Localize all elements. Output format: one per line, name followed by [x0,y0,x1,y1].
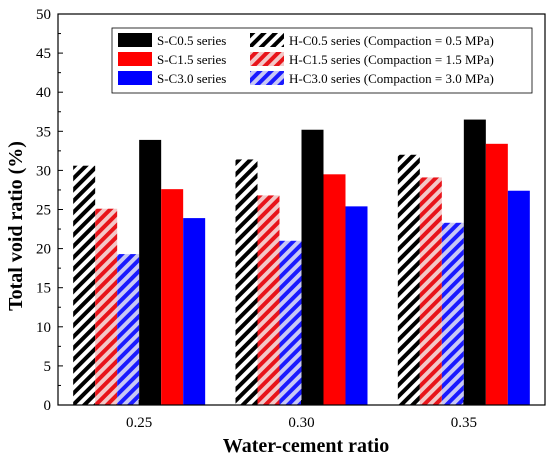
bar-4-0 [161,189,184,405]
legend-label-4: S-C1.5 series [157,52,226,67]
legend-swatch-1 [250,52,284,66]
y-tick-label-6: 30 [36,163,51,179]
y-tick-label-1: 5 [44,359,52,375]
x-tick-label-0: 0.25 [126,415,152,431]
y-tick-label-3: 15 [36,281,51,297]
bar-5-2 [507,190,530,405]
y-tick-label-9: 45 [36,46,51,62]
legend-swatch-5 [118,71,152,85]
y-tick-label-10: 50 [36,7,51,23]
bar-1-0 [95,208,118,405]
bar-1-2 [419,177,442,405]
legend-label-0: H-C0.5 series (Compaction = 0.5 MPa) [289,33,494,48]
bar-2-2 [441,222,464,405]
bar-1-1 [257,195,280,405]
bar-5-1 [345,206,368,405]
bar-4-2 [485,143,508,405]
bar-0-0 [73,165,96,405]
x-axis-title: Water-cement ratio [223,435,389,457]
y-tick-label-7: 35 [36,124,51,140]
x-tick-label-2: 0.35 [451,415,477,431]
y-tick-label-4: 20 [36,242,51,258]
bar-3-1 [301,129,324,405]
legend-label-5: S-C3.0 series [157,71,226,86]
y-tick-label-8: 40 [36,85,51,101]
legend: S-C0.5 series H-C0.5 series (Compaction =… [111,27,533,94]
x-tick-label-1: 0.30 [288,415,314,431]
y-tick-label-2: 10 [36,320,51,336]
y-tick-label-0: 0 [44,398,52,414]
y-tick-label-5: 25 [36,203,51,219]
legend-label-3: S-C0.5 series [157,33,226,48]
legend-label-1: H-C1.5 series (Compaction = 1.5 MPa) [289,52,494,67]
bars [73,119,530,406]
bar-3-0 [139,139,162,406]
legend-label-2: H-C3.0 series (Compaction = 3.0 MPa) [289,71,494,86]
legend-swatch-4 [118,52,152,66]
bar-0-1 [235,159,258,405]
legend-swatch-0 [250,33,284,47]
bar-2-0 [117,254,140,405]
bar-5-0 [183,218,206,405]
bar-4-1 [323,174,346,405]
axes: 0 5 10 15 20 25 30 35 40 45 50 0.25 0.30 0.35 [36,7,546,431]
legend-swatch-3 [118,33,152,47]
legend-box [111,27,533,94]
bar-3-2 [463,119,486,405]
legend-swatch-2 [250,71,284,85]
bar-0-2 [397,154,420,405]
y-axis-title: Total void ratio (%) [5,141,27,311]
bar-2-1 [279,240,302,405]
